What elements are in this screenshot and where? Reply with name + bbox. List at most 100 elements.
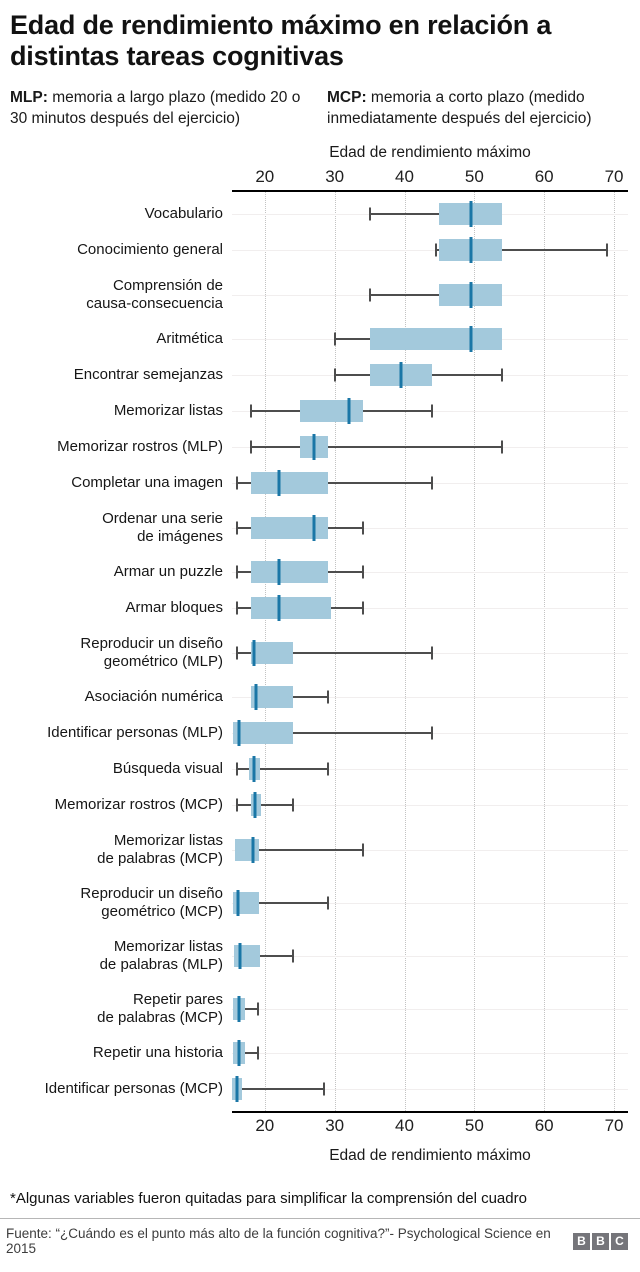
whisker-cap-low <box>368 288 371 301</box>
row-label: Memorizar listas de palabras (MLP) <box>99 937 223 973</box>
row-baseline <box>232 527 628 529</box>
footer: Fuente: “¿Cuándo es el punto más alto de… <box>6 1219 628 1256</box>
box-row: Encontrar semejanzas <box>10 357 628 393</box>
row-label: Identificar personas (MCP) <box>44 1080 223 1097</box>
row-plot <box>232 1071 628 1107</box>
top-axis-line <box>232 190 628 192</box>
footnote: *Algunas variables fueron quitadas para … <box>10 1190 527 1207</box>
box-row: Reproducir un diseño geométrico (MLP) <box>10 626 628 679</box>
gridline <box>474 192 476 1111</box>
row-plot <box>232 357 628 393</box>
legend-desc-mlp: memoria a largo plazo (medido 20 o 30 mi… <box>10 89 301 127</box>
whisker-cap-high <box>501 368 504 382</box>
whisker-line-right <box>502 249 608 251</box>
whisker-cap-low <box>235 521 238 534</box>
axis-tick-label: 20 <box>255 167 275 186</box>
boxplot-chart: Vocabulario Conocimiento general Comprensi… <box>10 190 628 1113</box>
whisker-line-left <box>369 293 440 296</box>
box <box>232 722 293 744</box>
whisker-line-left <box>236 526 251 529</box>
whisker-line-right <box>260 804 293 806</box>
whisker-cap-low <box>235 798 238 812</box>
whisker-cap-high <box>361 843 364 856</box>
median-line <box>236 889 240 916</box>
bbc-logo-block: B <box>573 1232 590 1250</box>
median-line <box>312 514 316 541</box>
whisker-line-left <box>334 374 370 376</box>
whisker-cap-low <box>368 207 371 221</box>
row-label: Reproducir un diseño geométrico (MCP) <box>80 884 223 920</box>
row-plot <box>232 501 628 554</box>
whisker-cap-high <box>256 1002 259 1015</box>
whisker-cap-high <box>361 601 364 615</box>
row-plot <box>232 590 628 626</box>
gridline <box>614 192 616 1111</box>
box-row: Comprensión de causa-consecuencia <box>10 268 628 321</box>
median-line <box>253 792 257 818</box>
page-title: Edad de rendimiento máximo en relación a… <box>10 10 552 71</box>
whisker-line-left <box>236 482 251 484</box>
row-label: Repetir pares de palabras (MCP) <box>97 990 223 1026</box>
box-row: Memorizar listas de palabras (MCP) <box>10 823 628 876</box>
whisker-line-right <box>292 651 433 654</box>
whisker-cap-high <box>291 798 294 812</box>
whisker-cap-high <box>326 762 329 776</box>
box-rows: Vocabulario Conocimiento general Comprensi… <box>10 190 628 1113</box>
row-plot <box>232 1035 628 1071</box>
box-row: Memorizar listas <box>10 393 628 429</box>
axis-tick-label: 40 <box>395 1116 414 1135</box>
row-label: Conocimiento general <box>77 241 223 258</box>
whisker-cap-high <box>361 565 364 579</box>
axis-tick-label: 50 <box>464 167 484 186</box>
row-plot <box>232 393 628 429</box>
axis-tick-label: 30 <box>325 1116 345 1135</box>
whisker-line-right <box>244 1052 258 1054</box>
row-plot <box>232 823 628 876</box>
box <box>250 641 293 664</box>
box <box>250 597 332 619</box>
row-plot <box>232 196 628 232</box>
box <box>250 472 328 494</box>
row-baseline <box>232 250 628 251</box>
footer-divider <box>0 1218 640 1219</box>
row-label: Asociación numérica <box>84 688 223 705</box>
axis-tick-label: 40 <box>395 167 414 186</box>
whisker-line-right <box>241 1088 325 1090</box>
box-row: Completar una imagen <box>10 465 628 501</box>
median-line <box>347 398 351 424</box>
row-label: Repetir una historia <box>92 1044 223 1061</box>
legend-term-mlp: MLP: <box>10 89 48 106</box>
median-line <box>237 995 241 1022</box>
row-baseline <box>232 769 628 770</box>
box <box>299 400 363 422</box>
whisker-cap-high <box>323 1082 326 1096</box>
median-line <box>469 201 473 227</box>
whisker-cap-high <box>291 949 294 962</box>
whisker-cap-high <box>361 521 364 534</box>
row-plot <box>232 679 628 715</box>
row-baseline <box>232 1008 628 1010</box>
row-baseline <box>232 697 628 698</box>
box <box>369 328 503 350</box>
row-label: Armar un puzzle <box>113 563 223 580</box>
row-plot <box>232 465 628 501</box>
row-label: Memorizar listas <box>113 402 223 419</box>
row-label: Encontrar semejanzas <box>73 366 223 383</box>
whisker-cap-low <box>333 332 336 346</box>
axis-tick-label: 70 <box>604 167 624 186</box>
row-plot <box>232 787 628 823</box>
row-label: Comprensión de causa-consecuencia <box>86 276 223 312</box>
whisker-cap-high <box>256 1046 259 1060</box>
whisker-cap-low <box>235 762 238 776</box>
gridline <box>544 192 546 1111</box>
row-label: Completar una imagen <box>71 474 223 491</box>
box-row: Reproducir un diseño geométrico (MCP) <box>10 876 628 929</box>
whisker-line-left <box>250 446 300 448</box>
row-plot <box>232 876 628 929</box>
whisker-cap-low <box>249 440 252 454</box>
box-row: Vocabulario <box>10 196 628 232</box>
whisker-line-right <box>259 954 293 957</box>
row-plot <box>232 554 628 590</box>
row-label: Aritmética <box>156 330 223 347</box>
row-plot <box>232 751 628 787</box>
